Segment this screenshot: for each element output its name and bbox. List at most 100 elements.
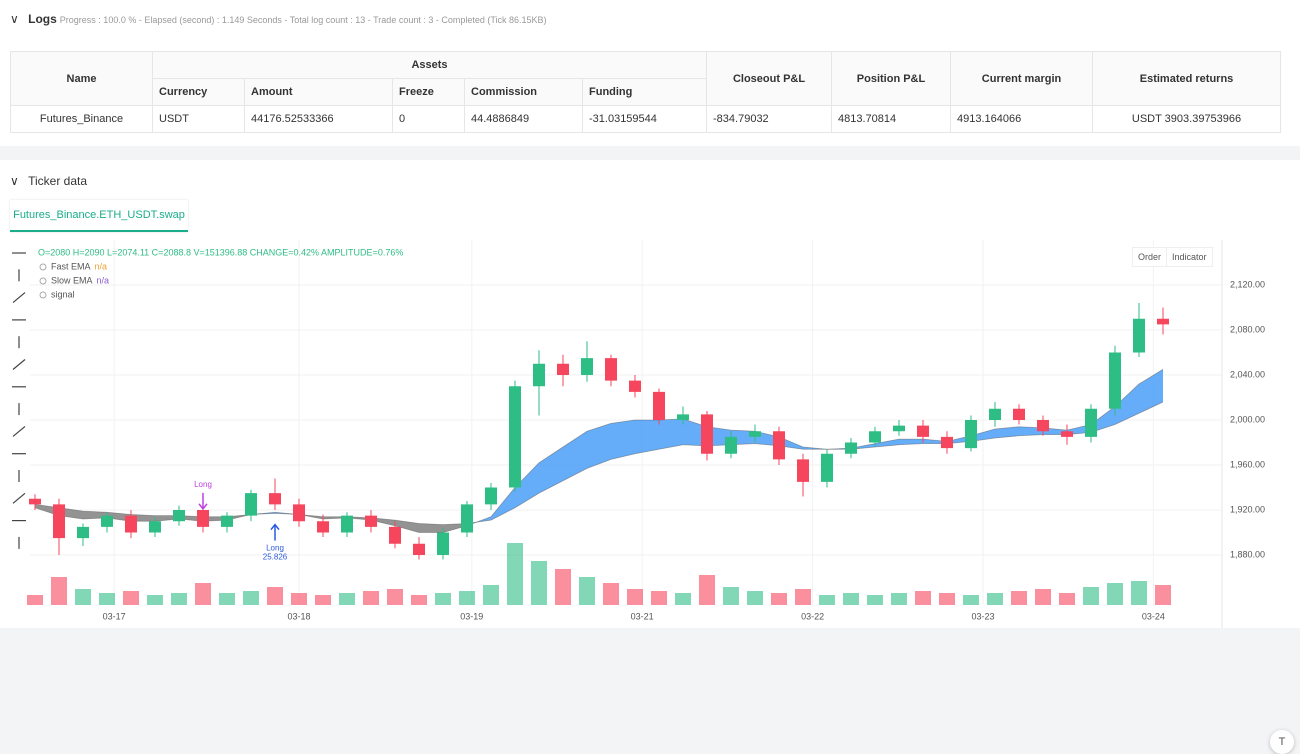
order-button[interactable]: Order	[1132, 247, 1168, 267]
candle-body	[821, 453, 833, 482]
candle-body	[941, 436, 953, 449]
table-cell: USDT	[152, 105, 245, 133]
volume-bar	[891, 593, 907, 605]
toolbar-icon	[12, 492, 26, 504]
volume-bar	[531, 561, 547, 605]
ema-band	[395, 520, 419, 533]
candle-body	[701, 414, 713, 454]
volume-bar	[435, 593, 451, 605]
y-tick-label: 1,880.00	[1230, 549, 1265, 559]
ema-band	[995, 426, 1019, 438]
header-cell: Current margin	[950, 51, 1094, 106]
toolbar-icon	[12, 425, 26, 437]
x-tick-label: 03-22	[801, 611, 824, 621]
candle-body	[77, 526, 89, 539]
candle-body	[245, 493, 257, 516]
legend-name: signal	[51, 289, 75, 299]
visibility-icon	[39, 277, 47, 285]
candle-body	[389, 526, 401, 544]
candle-body	[1037, 420, 1049, 432]
volume-bar	[915, 591, 931, 605]
x-tick-label: 03-18	[287, 611, 310, 621]
signal-arrow	[270, 523, 280, 541]
candle-body	[341, 515, 353, 533]
candle-body	[293, 504, 305, 522]
candle-body	[413, 543, 425, 555]
volume-bar	[675, 593, 691, 605]
table-cell: -834.79032	[706, 105, 833, 133]
ema-band	[1115, 384, 1139, 425]
logs-header[interactable]: ∨ Logs Progress : 100.0 % - Elapsed (seco…	[10, 12, 547, 26]
volume-bar	[723, 587, 739, 605]
candle-body	[917, 425, 929, 437]
ema-band	[635, 420, 659, 454]
volume-bar	[243, 591, 259, 605]
candle-body	[1085, 408, 1097, 437]
candle-body	[1013, 408, 1025, 420]
x-tick-label: 03-23	[971, 611, 994, 621]
indicator-button[interactable]: Indicator	[1166, 247, 1213, 267]
candle-body	[749, 431, 761, 437]
ema-band	[611, 420, 635, 460]
x-tick-label: 03-24	[1142, 611, 1165, 621]
ema-band	[899, 439, 923, 445]
header-cell: Name	[10, 51, 153, 106]
candle-body	[509, 386, 521, 488]
candle-body	[605, 358, 617, 381]
ticker-panel: ∨ Ticker data Futures_Binance.ETH_USDT.s…	[0, 160, 1300, 754]
volume-bar	[771, 593, 787, 605]
ticker-tab[interactable]: Futures_Binance.ETH_USDT.swap	[10, 200, 188, 232]
scroll-top-button[interactable]: T	[1270, 730, 1294, 754]
volume-bar	[603, 583, 619, 605]
toolbar-icon	[12, 292, 26, 304]
candle-body	[989, 408, 1001, 420]
x-tick-label: 03-17	[103, 611, 126, 621]
y-tick-label: 2,000.00	[1230, 414, 1265, 424]
header-cell: Position P&L	[831, 51, 952, 106]
volume-bar	[51, 577, 67, 605]
table-cell: 44.4886849	[464, 105, 583, 133]
volume-bar	[963, 595, 979, 605]
volume-bar	[195, 583, 211, 605]
header-cell: Closeout P&L	[706, 51, 833, 106]
volume-bar	[579, 577, 595, 605]
x-tick-label: 03-21	[631, 611, 654, 621]
visibility-icon	[39, 263, 47, 271]
candle-body	[1109, 352, 1121, 409]
candle-body	[629, 380, 641, 392]
table-cell: 4913.164066	[950, 105, 1094, 133]
ticker-header[interactable]: ∨ Ticker data	[10, 174, 88, 188]
candle-body	[797, 459, 809, 482]
volume-bar	[651, 591, 667, 605]
candle-body	[173, 510, 185, 522]
volume-bar	[123, 591, 139, 605]
legend-value: n/a	[95, 261, 108, 271]
volume-bar	[555, 569, 571, 605]
candle-body	[437, 532, 449, 555]
ema-band	[587, 423, 611, 469]
candle-body	[365, 515, 377, 527]
ema-band	[491, 487, 515, 521]
candle-body	[461, 504, 473, 533]
volume-bar	[339, 593, 355, 605]
signal-amount: 25.826	[263, 553, 288, 562]
volume-bar	[1035, 589, 1051, 605]
assets-table: Name Assets Closeout P&L Position P&L Curren…	[10, 51, 1282, 133]
ema-band	[419, 523, 443, 533]
volume-bar	[699, 575, 715, 605]
candle-body	[125, 515, 137, 533]
y-tick-label: 2,040.00	[1230, 369, 1265, 379]
volume-bar	[819, 595, 835, 605]
volume-bar	[291, 593, 307, 605]
header-cell: Commission	[464, 78, 583, 106]
header-cell: Amount	[244, 78, 393, 106]
signal-arrow	[198, 492, 208, 511]
candle-body	[773, 431, 785, 460]
ema-band	[563, 431, 587, 481]
volume-bar	[1083, 587, 1099, 605]
header-cell: Freeze	[392, 78, 465, 106]
logs-status: Progress : 100.0 % - Elapsed (second) : …	[59, 15, 547, 25]
table-cell: 0	[392, 105, 465, 133]
candle-body	[677, 414, 689, 420]
